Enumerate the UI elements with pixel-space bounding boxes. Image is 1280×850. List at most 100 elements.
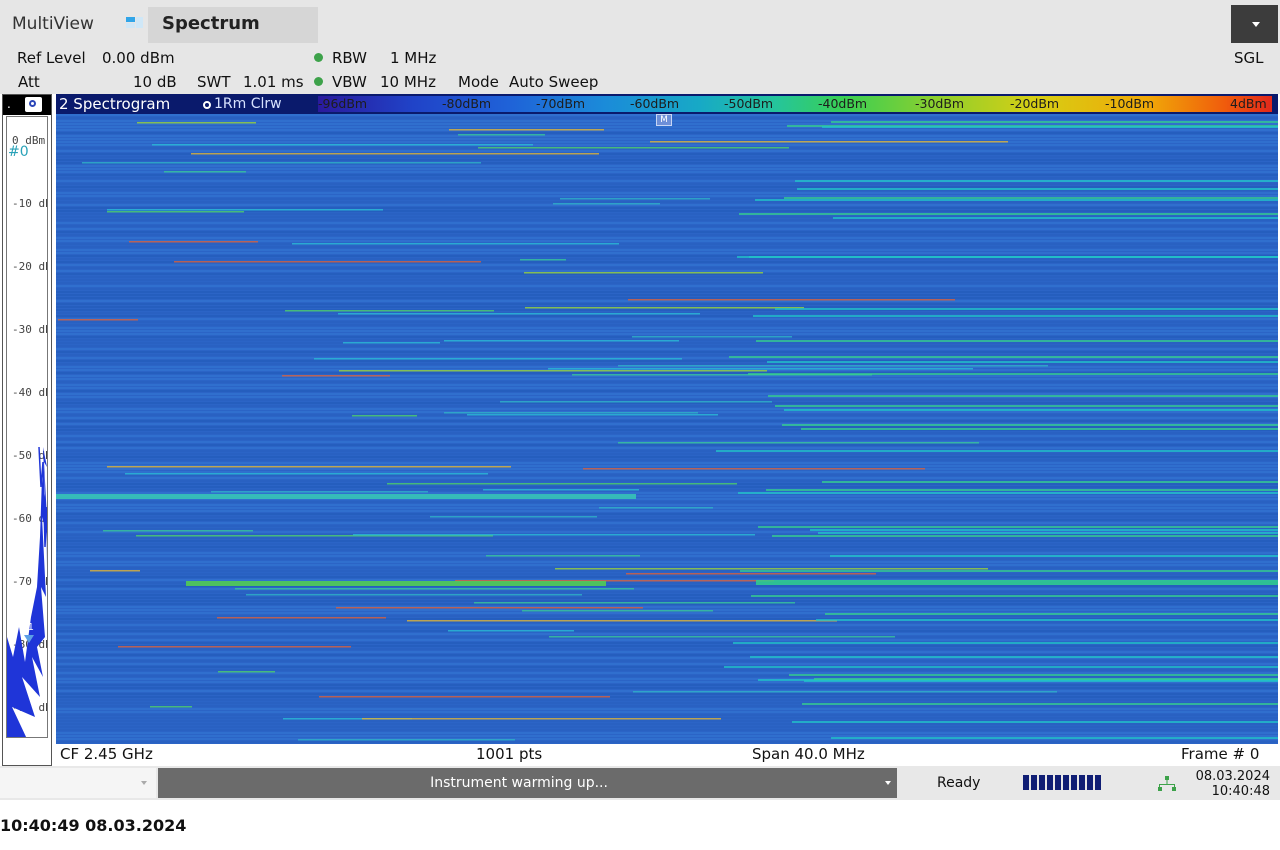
swt-value[interactable]: 1.01 ms (243, 73, 304, 91)
spectrogram-row (56, 318, 1278, 320)
spectrogram-row (56, 321, 1278, 323)
spectrogram-row (56, 531, 1278, 533)
spectrogram-streak (352, 415, 417, 417)
spectrogram-streak (733, 642, 1278, 644)
vbw-value[interactable]: 10 MHz (380, 73, 436, 91)
spectrogram-streak (282, 375, 390, 377)
spectrogram-streak (724, 666, 1278, 668)
spectrogram-streak (246, 594, 582, 596)
spectrogram-streak (628, 299, 955, 301)
frame-number[interactable]: Frame # 0 (1181, 745, 1260, 763)
spectrogram-row (56, 405, 1278, 407)
spectrogram-row (56, 288, 1278, 290)
spectrogram-streak (632, 336, 792, 338)
marker-triangle-icon[interactable] (24, 635, 34, 643)
spectrogram-row (56, 234, 1278, 236)
sgl-badge[interactable]: SGL (1234, 49, 1264, 67)
progress-bar-icon (1023, 775, 1103, 791)
spectrogram-row (56, 246, 1278, 248)
spectrogram-row (56, 333, 1278, 335)
spectrogram-row (56, 381, 1278, 383)
rbw-status-dot (314, 53, 323, 62)
status-message-box[interactable]: Instrument warming up... (158, 768, 897, 798)
spectrogram-band (756, 580, 1278, 585)
rbw-label: RBW (332, 49, 368, 67)
spectrogram-row (56, 330, 1278, 332)
chevron-down-icon (1252, 22, 1260, 27)
spectrogram-row (56, 375, 1278, 377)
span-value[interactable]: Span 40.0 MHz (752, 745, 865, 763)
spectrogram-streak (298, 739, 515, 741)
spectrogram-streak (444, 340, 679, 342)
spectrogram-row (56, 606, 1278, 608)
spectrogram-row (56, 177, 1278, 179)
colorbar-label: -10dBm (1105, 96, 1155, 111)
trace-circle-icon (203, 101, 211, 109)
vbw-status-dot (314, 77, 323, 86)
spectrogram-row (56, 669, 1278, 671)
spectrogram-plot[interactable]: M (56, 114, 1278, 744)
spectrogram-row (56, 537, 1278, 539)
spectrogram-row (56, 285, 1278, 287)
spectrogram-row (56, 294, 1278, 296)
network-icon[interactable] (1158, 775, 1176, 791)
spectrogram-streak (449, 129, 604, 131)
spectrogram-row (56, 684, 1278, 686)
mini-spectrum-pane[interactable]: . 0 dBm -10 dB -20 dB -30 dB -40 dB -50 … (2, 94, 52, 766)
spectrogram-row (56, 150, 1278, 152)
spectrogram-streak (107, 466, 511, 468)
spectrogram-row (56, 660, 1278, 662)
spectrogram-row (56, 627, 1278, 629)
ref-level-label: Ref Level (17, 49, 86, 67)
sweep-points[interactable]: 1001 pts (476, 745, 543, 763)
status-selector[interactable] (0, 768, 156, 798)
spectrogram-row (56, 423, 1278, 425)
spectrogram-row (56, 465, 1278, 467)
spectrogram-streak (618, 442, 979, 444)
colorbar-label: -30dBm (915, 96, 965, 111)
frequency-marker[interactable]: M (656, 114, 672, 126)
spectrogram-streak (755, 199, 1278, 201)
spectrogram-streak (797, 188, 1278, 190)
spectrogram-row (56, 213, 1278, 215)
spectrogram-streak (772, 535, 1278, 537)
trace-info[interactable]: 1Rm Clrw (203, 94, 282, 114)
mode-value[interactable]: Auto Sweep (509, 73, 599, 91)
spectrogram-streak (766, 489, 1278, 491)
att-value[interactable]: 10 dB (133, 73, 177, 91)
spectrogram-streak (455, 580, 774, 582)
spectrogram-streak (738, 492, 1278, 494)
tab-spectrum-label: Spectrum (162, 13, 260, 34)
spectrogram-streak (739, 213, 1278, 215)
spectrogram-row (56, 645, 1278, 647)
menu-dropdown-button[interactable] (1231, 5, 1278, 43)
app-title: MultiView (12, 14, 94, 34)
multiview-icon[interactable] (126, 17, 143, 28)
marker-label: M1 (19, 622, 34, 633)
spectrogram-row (56, 447, 1278, 449)
status-message: Instrument warming up... (430, 775, 608, 791)
spectrogram-row (56, 291, 1278, 293)
spectrogram-streak (353, 534, 755, 536)
spectrogram-streak (555, 568, 988, 570)
spectrogram-row (56, 207, 1278, 209)
spectrogram-streak (522, 610, 713, 612)
tab-spectrum[interactable]: Spectrum (148, 7, 318, 43)
spectrogram-row (56, 132, 1278, 134)
rbw-value[interactable]: 1 MHz (390, 49, 437, 67)
spectrogram-streak (500, 401, 772, 403)
spectrogram-row (56, 525, 1278, 527)
spectrogram-row (56, 219, 1278, 221)
spectrogram-streak (802, 703, 1278, 705)
spectrogram-streak (314, 358, 682, 360)
spectrogram-streak (650, 141, 1008, 143)
spectrogram-streak (336, 607, 643, 609)
colorbar-label: -50dBm (724, 96, 774, 111)
mini-spectrum-plot[interactable]: 0 dBm -10 dB -20 dB -30 dB -40 dB -50 dB… (6, 116, 48, 738)
spectrogram-row (56, 732, 1278, 734)
ref-level-value[interactable]: 0.00 dBm (102, 49, 175, 67)
spectrogram-row (56, 402, 1278, 404)
center-frequency[interactable]: CF 2.45 GHz (60, 745, 153, 763)
spectrogram-row (56, 342, 1278, 344)
zoom-icon[interactable] (25, 97, 42, 112)
